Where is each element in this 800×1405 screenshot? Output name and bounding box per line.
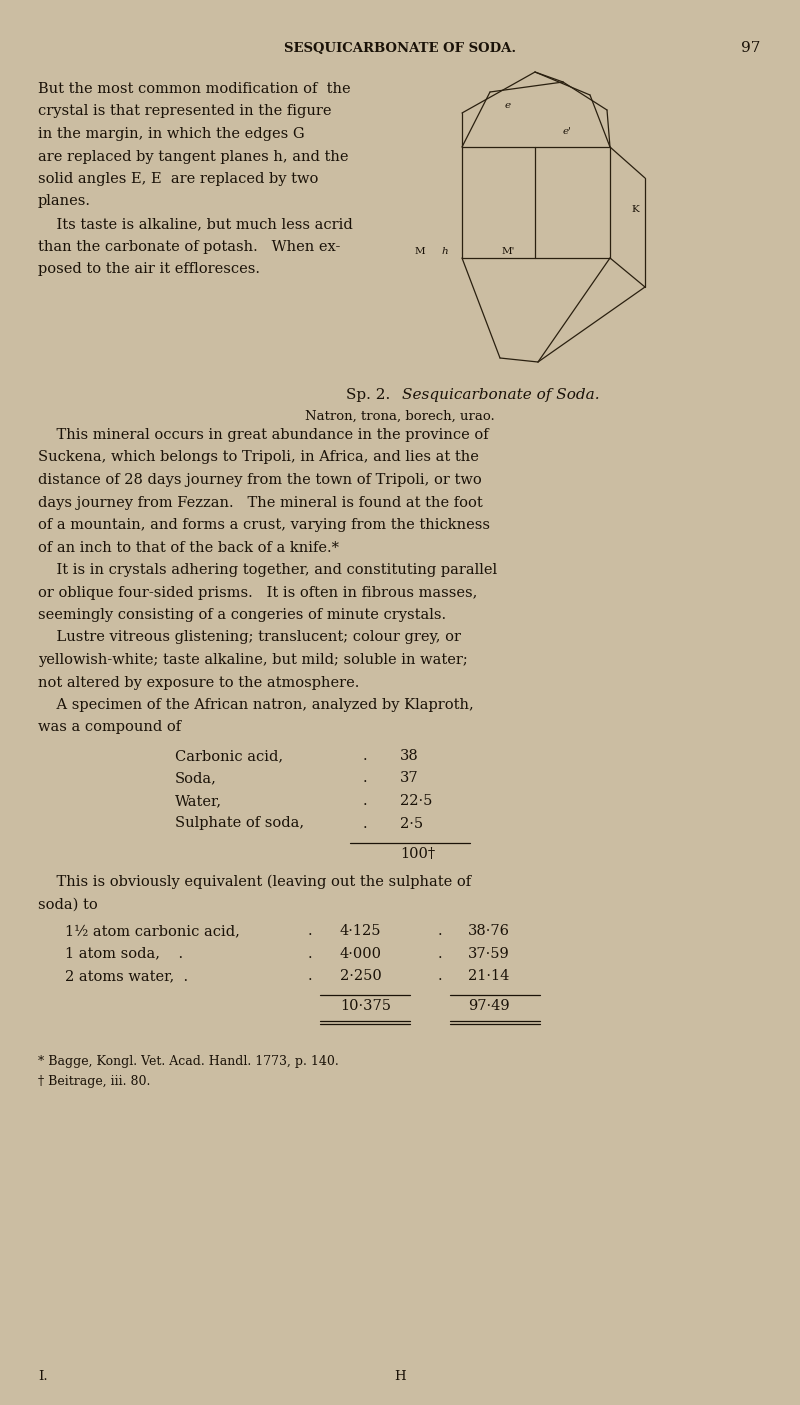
Text: not altered by exposure to the atmosphere.: not altered by exposure to the atmospher… — [38, 676, 359, 690]
Text: This is obviously equivalent (leaving out the sulphate of: This is obviously equivalent (leaving ou… — [38, 875, 471, 889]
Text: than the carbonate of potash.   When ex-: than the carbonate of potash. When ex- — [38, 239, 340, 253]
Text: h: h — [442, 247, 448, 257]
Text: seemingly consisting of a congeries of minute crystals.: seemingly consisting of a congeries of m… — [38, 608, 446, 622]
Text: was a compound of: was a compound of — [38, 721, 181, 735]
Text: .: . — [362, 749, 367, 763]
Text: .: . — [308, 924, 312, 939]
Text: 2·5: 2·5 — [400, 816, 423, 830]
Text: days journey from Fezzan.   The mineral is found at the foot: days journey from Fezzan. The mineral is… — [38, 496, 482, 510]
Text: 97·49: 97·49 — [468, 999, 510, 1013]
Text: † Beitrage, iii. 80.: † Beitrage, iii. 80. — [38, 1075, 150, 1089]
Text: planes.: planes. — [38, 194, 91, 208]
Text: K: K — [631, 205, 639, 215]
Text: I.: I. — [38, 1370, 48, 1383]
Text: * Bagge, Kongl. Vet. Acad. Handl. 1773, p. 140.: * Bagge, Kongl. Vet. Acad. Handl. 1773, … — [38, 1055, 338, 1068]
Text: Soda,: Soda, — [175, 771, 217, 785]
Text: Sesquicarbonate of Soda.: Sesquicarbonate of Soda. — [402, 388, 600, 402]
Text: This mineral occurs in great abundance in the province of: This mineral occurs in great abundance i… — [38, 429, 489, 443]
Text: .: . — [308, 947, 312, 961]
Text: e: e — [505, 101, 511, 110]
Text: Water,: Water, — [175, 794, 222, 808]
Text: 4·000: 4·000 — [340, 947, 382, 961]
Text: 37: 37 — [400, 771, 418, 785]
Text: 22·5: 22·5 — [400, 794, 432, 808]
Text: 1 atom soda,    .: 1 atom soda, . — [65, 947, 183, 961]
Text: 10·375: 10·375 — [340, 999, 391, 1013]
Text: .: . — [362, 794, 367, 808]
Text: Carbonic acid,: Carbonic acid, — [175, 749, 283, 763]
Text: 4·125: 4·125 — [340, 924, 382, 939]
Text: 37·59: 37·59 — [468, 947, 510, 961]
Text: A specimen of the African natron, analyzed by Klaproth,: A specimen of the African natron, analyz… — [38, 698, 474, 712]
Text: Natron, trona, borech, urao.: Natron, trona, borech, urao. — [305, 410, 495, 423]
Text: or oblique four-sided prisms.   It is often in fibrous masses,: or oblique four-sided prisms. It is ofte… — [38, 586, 478, 600]
Text: Sulphate of soda,: Sulphate of soda, — [175, 816, 304, 830]
Text: Its taste is alkaline, but much less acrid: Its taste is alkaline, but much less acr… — [38, 216, 353, 230]
Text: .: . — [308, 969, 312, 984]
Text: 1½ atom carbonic acid,: 1½ atom carbonic acid, — [65, 924, 240, 939]
Text: Sp. 2.: Sp. 2. — [346, 388, 400, 402]
Text: 2·250: 2·250 — [340, 969, 382, 984]
Text: 21·14: 21·14 — [468, 969, 510, 984]
Text: .: . — [362, 816, 367, 830]
Text: e': e' — [562, 128, 571, 136]
Text: posed to the air it effloresces.: posed to the air it effloresces. — [38, 261, 260, 275]
Text: .: . — [438, 969, 442, 984]
Text: solid angles E, E  are replaced by two: solid angles E, E are replaced by two — [38, 171, 318, 185]
Text: .: . — [438, 924, 442, 939]
Text: distance of 28 days journey from the town of Tripoli, or two: distance of 28 days journey from the tow… — [38, 473, 482, 488]
Text: of an inch to that of the back of a knife.*: of an inch to that of the back of a knif… — [38, 541, 339, 555]
Text: 2 atoms water,  .: 2 atoms water, . — [65, 969, 188, 984]
Text: in the margin, in which the edges G: in the margin, in which the edges G — [38, 126, 305, 140]
Text: .: . — [362, 771, 367, 785]
Text: Suckena, which belongs to Tripoli, in Africa, and lies at the: Suckena, which belongs to Tripoli, in Af… — [38, 451, 479, 465]
Text: of a mountain, and forms a crust, varying from the thickness: of a mountain, and forms a crust, varyin… — [38, 518, 490, 532]
Text: .: . — [438, 947, 442, 961]
Text: 97: 97 — [741, 41, 760, 55]
Text: 100†: 100† — [400, 847, 435, 861]
Text: M: M — [414, 247, 426, 257]
Text: are replaced by tangent planes h, and the: are replaced by tangent planes h, and th… — [38, 149, 349, 163]
Text: M': M' — [502, 247, 514, 257]
Text: Lustre vitreous glistening; translucent; colour grey, or: Lustre vitreous glistening; translucent;… — [38, 631, 461, 645]
Text: yellowish-white; taste alkaline, but mild; soluble in water;: yellowish-white; taste alkaline, but mil… — [38, 653, 468, 667]
Text: soda) to: soda) to — [38, 898, 98, 912]
Text: H: H — [394, 1370, 406, 1383]
Text: 38·76: 38·76 — [468, 924, 510, 939]
Text: But the most common modification of  the: But the most common modification of the — [38, 81, 350, 96]
Text: crystal is that represented in the figure: crystal is that represented in the figur… — [38, 104, 331, 118]
Text: It is in crystals adhering together, and constituting parallel: It is in crystals adhering together, and… — [38, 563, 497, 577]
Text: 38: 38 — [400, 749, 418, 763]
Text: SESQUICARBONATE OF SODA.: SESQUICARBONATE OF SODA. — [284, 42, 516, 55]
